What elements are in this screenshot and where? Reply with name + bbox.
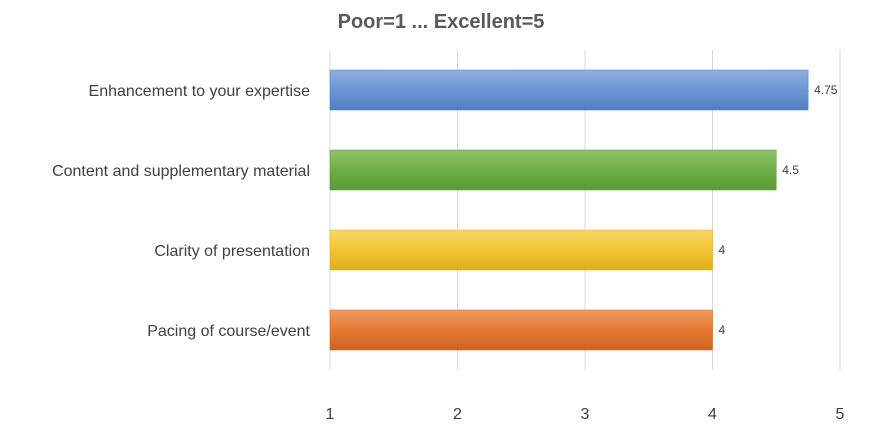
category-label: Clarity of presentation: [154, 243, 310, 260]
category-label: Enhancement to your expertise: [89, 83, 311, 100]
data-label: 4: [719, 323, 726, 337]
x-tick-label: 5: [836, 406, 845, 423]
x-axis-tick-labels: 1 2 3 4 5: [326, 406, 845, 423]
data-labels: 4.75 4.5 4 4: [719, 83, 838, 337]
category-labels: Enhancement to your expertise Content and…: [52, 83, 310, 340]
x-tick-label: 4: [708, 406, 717, 423]
bar: [329, 69, 809, 111]
x-tick-label: 1: [326, 406, 335, 423]
x-tick-label: 2: [453, 406, 462, 423]
chart-title: Poor=1 ... Excellent=5: [338, 11, 545, 33]
data-label: 4.75: [814, 83, 838, 97]
category-label: Content and supplementary material: [52, 163, 310, 180]
bar: [329, 309, 713, 351]
data-label: 4.5: [782, 163, 799, 177]
bar: [329, 229, 713, 271]
data-label: 4: [719, 243, 726, 257]
category-label: Pacing of course/event: [147, 323, 310, 340]
bars: [329, 69, 809, 351]
x-tick-label: 3: [581, 406, 590, 423]
bar: [329, 149, 777, 191]
